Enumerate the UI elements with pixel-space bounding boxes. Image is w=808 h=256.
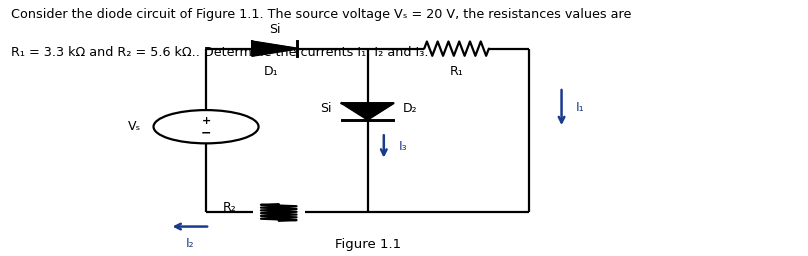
- Text: I₃: I₃: [398, 140, 407, 153]
- Text: +: +: [201, 116, 211, 126]
- Text: Si: Si: [269, 23, 280, 36]
- Text: Figure 1.1: Figure 1.1: [335, 238, 401, 251]
- Text: Consider the diode circuit of Figure 1.1. The source voltage Vₛ = 20 V, the resi: Consider the diode circuit of Figure 1.1…: [11, 8, 631, 21]
- Text: D₂: D₂: [403, 102, 418, 115]
- Text: R₁: R₁: [449, 65, 464, 78]
- Text: D₁: D₁: [263, 65, 278, 78]
- Polygon shape: [342, 103, 393, 120]
- Text: Vₛ: Vₛ: [128, 120, 141, 133]
- Text: −: −: [201, 126, 211, 140]
- Text: Si: Si: [321, 102, 332, 115]
- Polygon shape: [252, 41, 297, 56]
- Text: R₁ = 3.3 kΩ and R₂ = 5.6 kΩ.. Determine the currents I₁, I₂ and I₃.: R₁ = 3.3 kΩ and R₂ = 5.6 kΩ.. Determine …: [11, 46, 428, 59]
- Text: I₁: I₁: [576, 101, 585, 114]
- Text: I₂: I₂: [186, 237, 194, 250]
- Text: R₂: R₂: [223, 201, 237, 214]
